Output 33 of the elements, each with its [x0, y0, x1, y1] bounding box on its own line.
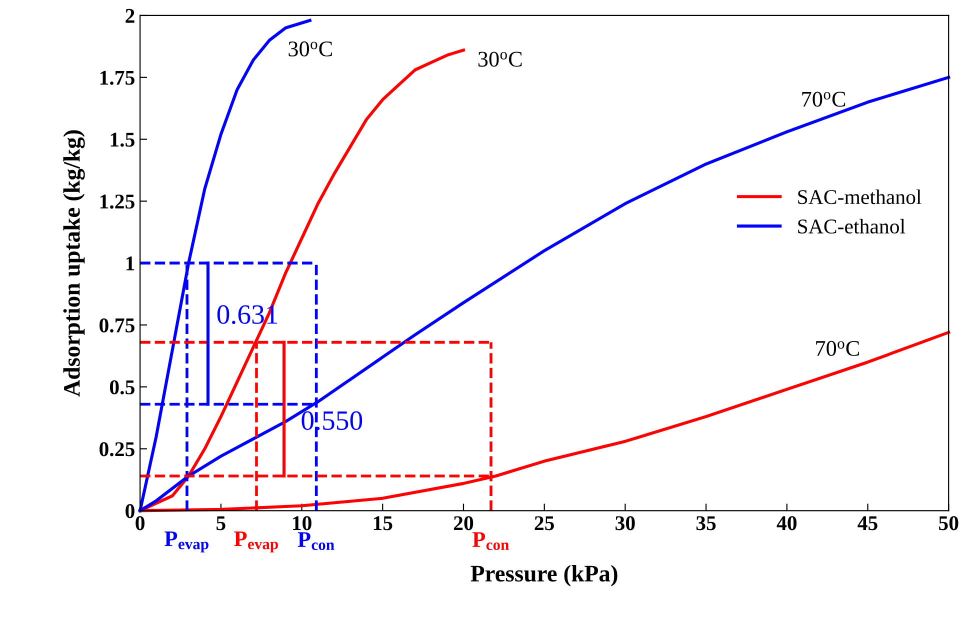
annotation: P$_{con}$: [298, 532, 334, 550]
x-tick-label: 5: [216, 516, 226, 530]
y-tick-label: 0.25: [100, 442, 134, 456]
legend-label: SAC-ethanol: [798, 218, 906, 234]
annotation: 70$^{o}$C: [802, 92, 846, 107]
y-tick-label: 1.25: [100, 194, 134, 209]
x-tick-label: 40: [776, 516, 797, 530]
x-tick-label: 0: [136, 516, 144, 530]
x-tick-label: 15: [374, 516, 392, 530]
annotation: P$_{evap}$: [164, 532, 208, 552]
x-tick-label: 10: [293, 516, 312, 530]
y-tick-label: 1.5: [110, 132, 134, 147]
x-tick-label: 50: [939, 516, 958, 530]
y-tick-label: 0.5: [110, 380, 134, 394]
y-tick-label: 1.75: [100, 70, 134, 85]
y-tick-label: 0: [126, 504, 134, 518]
y-tick-label: 1: [126, 256, 134, 270]
x-tick-label: 45: [858, 516, 878, 530]
annotation: 30$^{o}$C: [478, 52, 522, 67]
x-tick-label: 35: [696, 516, 716, 530]
annotation: P$_{evap}$: [234, 532, 278, 552]
y-axis-title: Adsorption uptake (kg/kg): [63, 130, 85, 397]
x-tick-label: 20: [454, 516, 474, 530]
legend-label: SAC-methanol: [798, 189, 922, 204]
annotation: 0.550: [302, 411, 362, 430]
y-tick-label: 2: [126, 8, 134, 23]
x-axis-title: Pressure (kPa): [470, 564, 618, 586]
y-tick-label: 0.75: [100, 318, 134, 332]
x-tick-label: 25: [534, 516, 554, 530]
x-tick-label: 30: [616, 516, 635, 530]
annotation: P$_{con}$: [472, 532, 509, 550]
annotation: 70$^{o}$C: [816, 340, 859, 356]
annotation: 30$^{o}$C: [288, 41, 332, 56]
